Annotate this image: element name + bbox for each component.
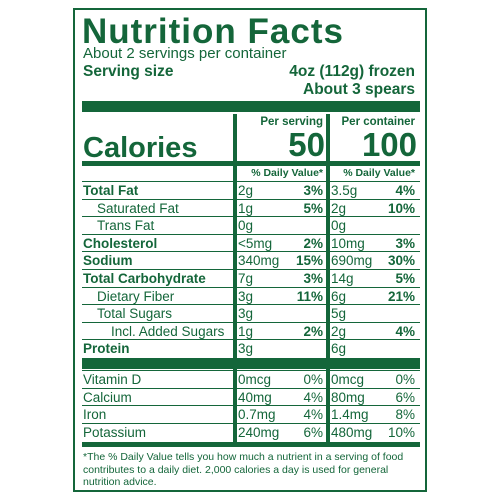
text: 0%	[303, 372, 323, 387]
text: 80mg	[331, 389, 365, 405]
bold-text: Total Fat	[83, 183, 139, 198]
row-rule	[82, 251, 420, 253]
bold-text: Sodium	[83, 253, 133, 269]
bold-text: 3%	[303, 183, 323, 198]
row-rule	[82, 422, 420, 424]
text: 0mcg	[238, 372, 272, 387]
text: Saturated Fat	[97, 200, 179, 216]
bold-text: 10%	[387, 200, 415, 216]
text: Iron	[83, 407, 107, 423]
row-rule	[82, 233, 420, 235]
text: 1.4mg	[331, 407, 369, 423]
text: 10mg	[331, 235, 365, 251]
bold-text: 50	[288, 126, 325, 163]
bold-text: 4%	[395, 183, 415, 198]
bold-text: Calories	[83, 132, 198, 164]
text: 8%	[395, 407, 415, 423]
thick-bar	[82, 101, 420, 112]
bold-text: 4oz (112g) frozen	[289, 63, 415, 80]
bold-text: 4%	[395, 323, 415, 339]
row-rule	[82, 370, 420, 371]
row-rule	[82, 216, 420, 218]
text: 2g	[238, 183, 254, 198]
text: 10%	[387, 424, 415, 440]
column-divider	[233, 114, 237, 444]
text: 0.7mg	[238, 407, 276, 423]
thick-bar	[82, 358, 420, 369]
text: Vitamin D	[83, 372, 142, 387]
bold-text: Total Carbohydrate	[83, 271, 206, 286]
text: 6%	[303, 424, 323, 440]
row-rule	[82, 387, 420, 389]
text: *The % Daily Value tells you how much a …	[83, 451, 404, 489]
bold-text: 2%	[303, 235, 323, 251]
text: 3.5g	[331, 183, 358, 198]
row-rule	[82, 339, 420, 341]
text: Potassium	[83, 424, 147, 440]
text: 4%	[303, 389, 323, 405]
label-border	[73, 8, 427, 492]
text: Calcium	[83, 389, 132, 405]
text: 480mg	[331, 424, 373, 440]
text: 7g	[238, 271, 254, 286]
row-rule	[82, 198, 420, 200]
text: 1g	[238, 323, 254, 339]
bold-text: 3%	[395, 235, 415, 251]
text: Total Sugars	[97, 306, 173, 322]
text: 6g	[331, 341, 347, 357]
bold-text: About 3 spears	[303, 81, 415, 98]
bold-text: 15%	[295, 253, 323, 269]
text: 3g	[238, 288, 254, 304]
bold-text: Per container	[341, 116, 416, 128]
bold-text: Serving size	[83, 63, 174, 80]
row-rule	[82, 286, 420, 288]
bold-text: Per serving	[260, 116, 323, 128]
text: 3g	[238, 306, 254, 322]
text: 6%	[395, 389, 415, 405]
text: 4%	[303, 407, 323, 423]
thick-rule	[82, 442, 420, 447]
text: 40mg	[238, 389, 272, 405]
bold-text: % Daily Value*	[251, 167, 323, 179]
row-rule	[82, 321, 420, 323]
text: 0g	[331, 218, 347, 234]
row-rule	[82, 405, 420, 407]
row-rule	[82, 304, 420, 306]
text: 240mg	[238, 424, 280, 440]
bold-text: 21%	[387, 288, 415, 304]
text: 340mg	[238, 253, 280, 269]
text: 690mg	[331, 253, 373, 269]
thick-rule	[82, 161, 420, 166]
bold-text: 11%	[296, 288, 323, 304]
text: 0mcg	[331, 372, 365, 387]
bold-text: % Daily Value*	[343, 167, 415, 179]
text: Dietary Fiber	[97, 288, 175, 304]
text: 1g	[238, 200, 254, 216]
bold-text: 3%	[303, 271, 323, 286]
text: 14g	[331, 271, 354, 286]
text: 2g	[331, 200, 347, 216]
text: 3g	[238, 341, 254, 357]
row-rule	[82, 181, 420, 182]
text: <5mg	[238, 235, 273, 251]
text: 2g	[331, 323, 347, 339]
bold-text: 2%	[303, 323, 323, 339]
column-divider	[326, 114, 330, 444]
bold-text: Cholesterol	[83, 235, 158, 251]
bold-text: 5%	[395, 271, 415, 286]
bold-text: Nutrition Facts	[82, 12, 344, 51]
bold-text: 100	[361, 126, 417, 163]
bold-text: Protein	[83, 341, 130, 357]
row-rule	[82, 269, 420, 270]
text: Incl. Added Sugars	[111, 323, 225, 339]
text: About 2 servings per container	[83, 45, 287, 62]
text: 5g	[331, 306, 347, 322]
text: 0g	[238, 218, 254, 234]
bold-text: 5%	[303, 200, 323, 216]
text: 0%	[395, 372, 415, 387]
bold-text: 30%	[387, 253, 415, 269]
text: Trans Fat	[97, 218, 155, 234]
text: 6g	[331, 288, 347, 304]
